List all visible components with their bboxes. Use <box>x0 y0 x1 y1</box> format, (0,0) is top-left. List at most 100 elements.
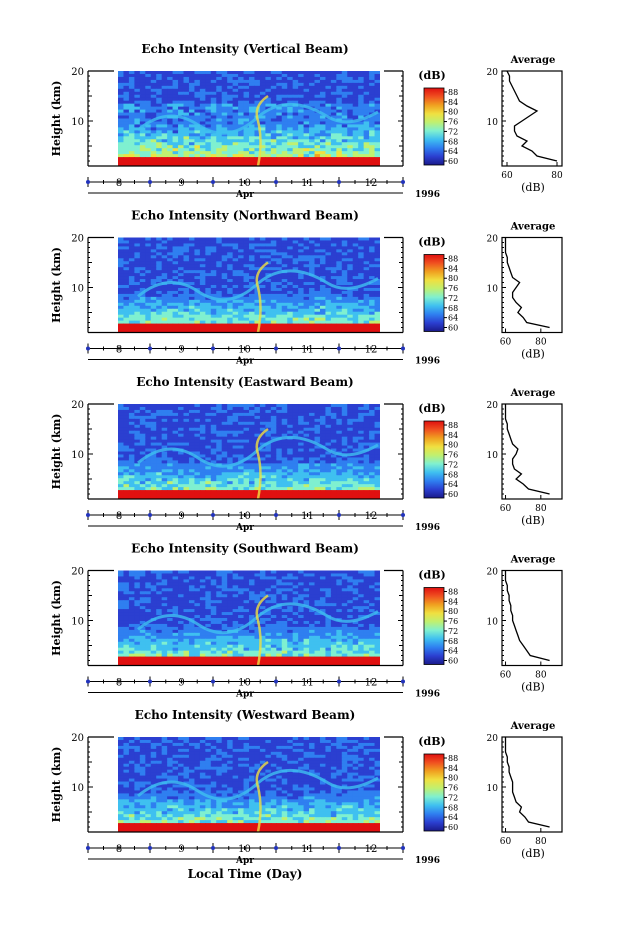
heatmap-cell <box>238 237 245 242</box>
heatmap-cell <box>167 329 174 333</box>
heatmap-cell <box>336 478 343 482</box>
heatmap-cell <box>363 264 370 268</box>
heatmap-cell <box>183 418 190 423</box>
heatmap-cell <box>254 323 261 328</box>
heatmap-cell <box>309 261 316 265</box>
heatmap-cell <box>287 311 294 316</box>
heatmap-cell <box>194 249 201 253</box>
heatmap-cell <box>265 73 272 78</box>
heatmap-cell <box>123 106 130 111</box>
heatmap-cell <box>374 329 380 333</box>
heatmap-cell <box>243 472 250 476</box>
heatmap-cell <box>352 463 359 467</box>
heatmap-cell <box>303 418 310 423</box>
heatmap-cell <box>276 457 283 462</box>
time-tick-marker <box>337 346 341 351</box>
heatmap-cell <box>118 270 125 274</box>
heatmap-cell <box>314 296 321 301</box>
heatmap-cell <box>221 308 228 313</box>
heatmap-cell <box>216 85 223 90</box>
heatmap-cell <box>352 124 359 129</box>
heatmap-cell <box>259 163 266 166</box>
heatmap-cell <box>265 270 272 274</box>
heatmap-cell <box>232 94 239 99</box>
heatmap-cell <box>303 76 310 81</box>
heatmap-cell <box>139 279 146 283</box>
heatmap-cell <box>374 237 380 242</box>
heatmap-cell <box>161 100 168 105</box>
heatmap-cell <box>139 285 146 289</box>
heatmap-cell <box>336 457 343 462</box>
heatmap-cell <box>188 237 196 242</box>
average-x-title: (dB) <box>521 181 545 194</box>
heatmap-cell <box>369 430 376 435</box>
heatmap-cell <box>249 124 256 129</box>
heatmap-cell <box>309 100 316 105</box>
heatmap-cell <box>128 103 135 108</box>
heatmap-cell <box>227 320 234 325</box>
heatmap-cell <box>352 311 359 316</box>
heatmap-cell <box>292 421 299 426</box>
heatmap-cell <box>314 139 321 143</box>
heatmap-cell <box>178 160 185 164</box>
heatmap-cell <box>347 261 354 265</box>
heatmap-cell <box>216 424 223 429</box>
heatmap-cell <box>309 290 316 295</box>
heatmap-cell <box>270 124 277 129</box>
heatmap-cell <box>232 264 239 268</box>
heatmap-cell <box>188 436 196 441</box>
heatmap-cell <box>347 427 354 432</box>
heatmap-cell <box>347 412 354 417</box>
heatmap-cell <box>292 451 299 456</box>
heatmap-cell <box>303 448 310 453</box>
heatmap-cell <box>287 427 294 432</box>
heatmap-cell <box>150 493 157 497</box>
heatmap-cell <box>172 88 179 93</box>
heatmap-cell <box>254 139 261 143</box>
heatmap-cell <box>325 109 332 114</box>
heatmap-cell <box>139 255 146 259</box>
heatmap-cell <box>303 329 310 333</box>
heatmap-cell <box>205 326 212 331</box>
heatmap-cell <box>156 409 163 414</box>
heatmap-cell <box>134 273 141 277</box>
heatmap-cell <box>249 412 256 417</box>
heatmap-cell <box>134 130 141 134</box>
heatmap-cell <box>139 73 146 78</box>
heatmap-cell <box>232 427 239 432</box>
heatmap-cell <box>216 415 223 420</box>
heatmap-cell <box>118 314 125 319</box>
heatmap-cell <box>325 287 332 292</box>
heatmap-cell <box>298 320 305 325</box>
heatmap-cell <box>183 151 190 155</box>
heatmap-cell <box>319 276 327 280</box>
heatmap-cell <box>118 448 125 453</box>
heatmap-cell <box>145 148 152 152</box>
heatmap-cell <box>259 421 266 426</box>
heatmap-cell <box>150 460 157 464</box>
heatmap-cell <box>205 290 212 295</box>
heatmap-cell <box>216 308 223 313</box>
heatmap-cell <box>325 151 332 155</box>
heatmap-cell <box>134 457 141 462</box>
heatmap-cell <box>172 246 179 250</box>
heatmap-cell <box>167 139 174 143</box>
heatmap-cell <box>227 160 234 164</box>
heatmap-cell <box>118 148 125 152</box>
heatmap-cell <box>167 421 174 426</box>
heatmap-cell <box>221 314 228 319</box>
heatmap-cell <box>292 79 299 84</box>
heatmap-cell <box>156 302 163 307</box>
heatmap-cell <box>188 142 196 146</box>
heatmap-cell <box>325 73 332 78</box>
heatmap-cell <box>325 296 332 301</box>
heatmap-cell <box>128 127 135 131</box>
heatmap-cell <box>167 484 174 488</box>
heatmap-cell <box>205 255 212 259</box>
heatmap-cell <box>341 466 348 470</box>
heatmap-cell <box>259 448 266 453</box>
heatmap-cell <box>123 270 130 274</box>
heatmap-cell <box>309 454 316 459</box>
heatmap-cell <box>150 317 157 322</box>
heatmap-cell <box>199 112 206 117</box>
